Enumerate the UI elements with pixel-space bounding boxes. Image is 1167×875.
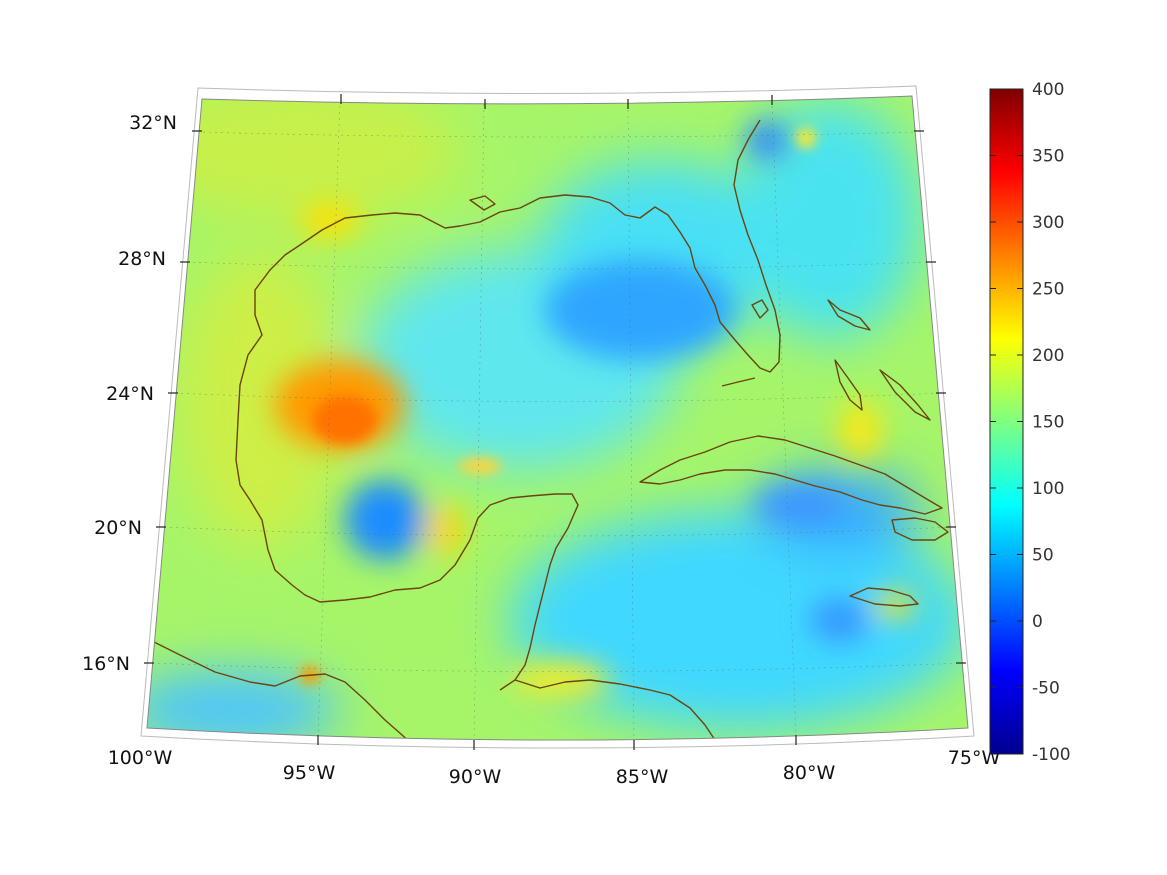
field-land-north — [147, 96, 460, 220]
coastline-hispaniola — [891, 517, 949, 541]
field-west-shelf — [180, 250, 340, 550]
coastline-bahamas-1 — [827, 299, 871, 331]
field-caribbean — [510, 510, 968, 730]
colorbar-tick-label: 350 — [1032, 147, 1064, 167]
coastline-gulf-main — [371, 119, 781, 373]
lat-label: 28°N — [118, 248, 166, 270]
longitude-labels: 100°W 95°W 90°W 85°W 80°W 75°W — [108, 747, 1001, 788]
gridline-lat-28 — [186, 261, 931, 270]
high-honduras — [510, 662, 610, 698]
low-bay-of-campeche — [345, 480, 425, 560]
colorbar-tick-label: 200 — [1032, 346, 1064, 366]
lon-label: 85°W — [616, 766, 669, 788]
lon-label: 75°W — [948, 747, 1001, 769]
colorbar-tick-label: 0 — [1032, 612, 1043, 632]
colorbar-tick-label: 250 — [1032, 280, 1064, 300]
colorbar-tick-label: 100 — [1032, 479, 1064, 499]
coastline-lake-okeechobee — [751, 299, 769, 319]
high-florida-atlantic — [796, 128, 816, 148]
colorbar-tick-label: 150 — [1032, 413, 1064, 433]
gridline-lat-32 — [196, 131, 919, 138]
field-north-atlantic — [740, 100, 920, 340]
lat-label: 20°N — [94, 517, 142, 539]
low-south-cuba — [755, 485, 845, 525]
lon-label: 95°W — [283, 762, 336, 784]
lat-label: 16°N — [82, 653, 130, 675]
coastlines — [149, 119, 949, 740]
colorbar-tick-label: 50 — [1032, 546, 1054, 566]
data-field — [147, 96, 968, 740]
high-yucatan-east — [427, 504, 463, 556]
coastline-texas — [235, 214, 579, 691]
low-florida-shelf — [545, 260, 735, 360]
map-border-outer — [140, 85, 975, 749]
coastline-bahamas-2 — [834, 359, 863, 411]
high-yucatan-channel — [458, 458, 502, 474]
gridline-lon-85 — [627, 103, 635, 740]
colorbar: 400 350 300 250 200 150 100 50 0 -50 -100 — [989, 80, 1071, 765]
colorbar-tick-label: 400 — [1032, 80, 1064, 100]
lat-label: 32°N — [129, 112, 177, 134]
coastline-cuba — [639, 435, 943, 515]
latitude-labels: 16°N 20°N 24°N 28°N 32°N — [82, 112, 177, 675]
coastline-bahamas-3 — [879, 369, 931, 421]
coastline-mississippi-delta — [469, 195, 496, 211]
map-frame — [140, 85, 975, 750]
gridline-lon-90 — [473, 103, 485, 740]
lon-label: 90°W — [449, 766, 502, 788]
colorbar-tick-label: 300 — [1032, 213, 1064, 233]
lon-label: 80°W — [783, 762, 836, 784]
low-caribbean-west — [810, 598, 870, 642]
high-bahamas — [838, 400, 882, 460]
colorbar-ticks: 400 350 300 250 200 150 100 50 0 -50 -100 — [990, 80, 1071, 765]
colorbar-tick-label: -100 — [1032, 745, 1071, 765]
map-border — [146, 95, 969, 741]
colorbar-tick-label: -50 — [1032, 679, 1060, 699]
graticule — [151, 99, 963, 740]
high-texas-coast — [300, 202, 360, 238]
gridline-lat-24 — [174, 392, 943, 402]
coastline-central-america — [514, 679, 716, 740]
lon-label: 100°W — [108, 747, 173, 769]
coastline-pacific — [149, 639, 411, 740]
low-carolina — [747, 122, 787, 158]
frame-ticks — [144, 94, 966, 750]
high-west-gulf-core — [313, 396, 377, 444]
lat-label: 24°N — [106, 383, 154, 405]
coastline-keys — [721, 377, 756, 387]
coastline-jamaica — [849, 587, 919, 607]
